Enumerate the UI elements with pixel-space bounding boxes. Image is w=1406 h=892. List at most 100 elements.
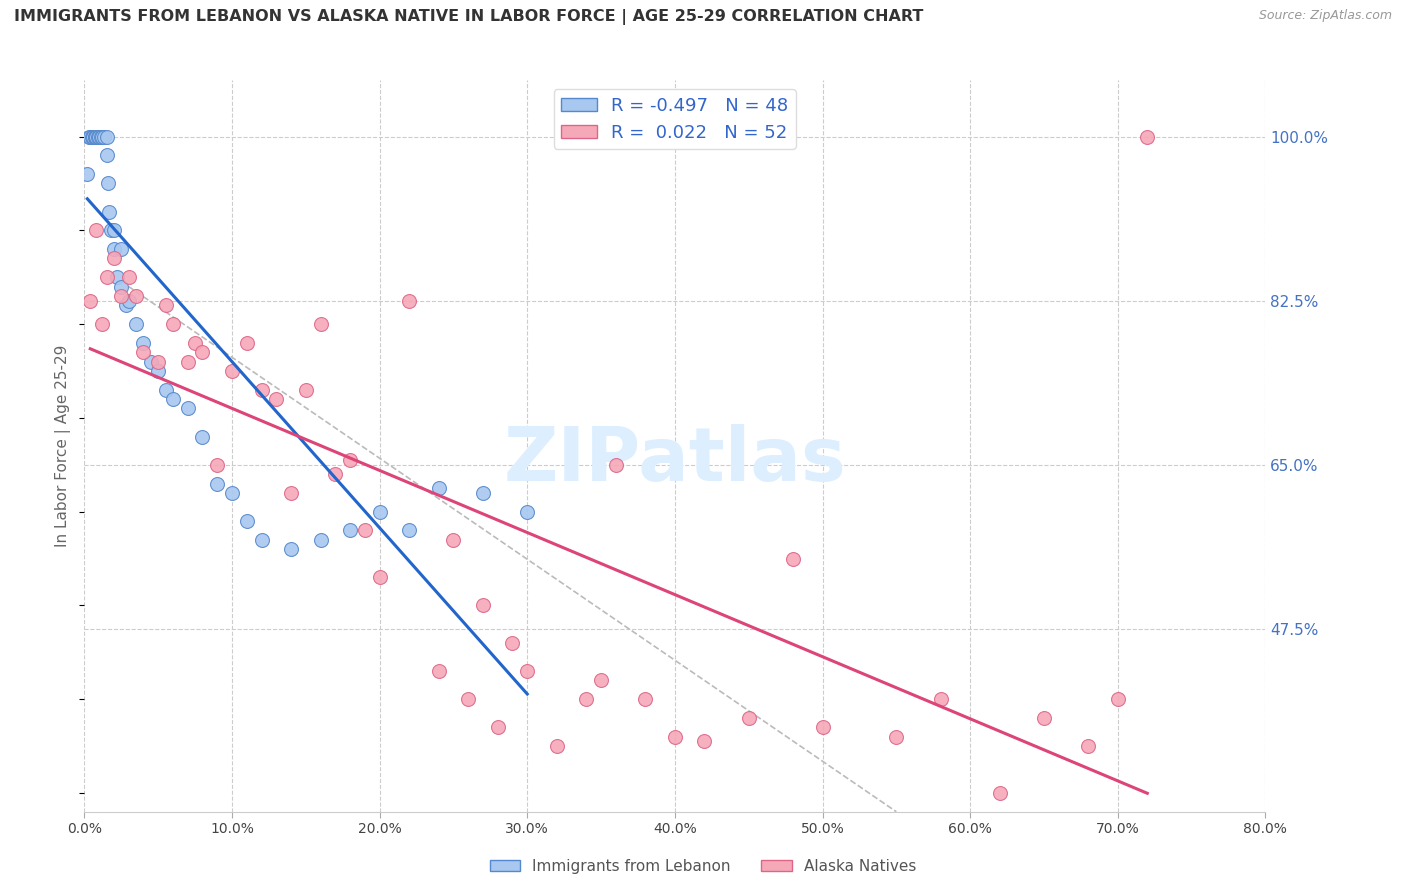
- Point: [782, 551, 804, 566]
- Point: [86, 129, 108, 144]
- Point: [516, 664, 538, 678]
- Point: [98, 204, 121, 219]
- Point: [502, 636, 524, 650]
- Point: [605, 458, 627, 472]
- Point: [309, 533, 332, 547]
- Point: [664, 730, 686, 744]
- Point: [83, 129, 105, 144]
- Point: [738, 711, 761, 725]
- Point: [177, 401, 200, 416]
- Point: [516, 505, 538, 519]
- Point: [368, 505, 391, 519]
- Point: [76, 167, 98, 181]
- Point: [472, 486, 495, 500]
- Point: [79, 293, 101, 308]
- Point: [84, 129, 107, 144]
- Point: [77, 129, 100, 144]
- Text: IMMIGRANTS FROM LEBANON VS ALASKA NATIVE IN LABOR FORCE | AGE 25-29 CORRELATION : IMMIGRANTS FROM LEBANON VS ALASKA NATIVE…: [14, 9, 924, 25]
- Point: [472, 599, 495, 613]
- Point: [79, 129, 101, 144]
- Point: [886, 730, 908, 744]
- Point: [96, 270, 118, 285]
- Point: [118, 270, 141, 285]
- Point: [354, 524, 377, 538]
- Legend: Immigrants from Lebanon, Alaska Natives: Immigrants from Lebanon, Alaska Natives: [484, 853, 922, 880]
- Point: [97, 177, 120, 191]
- Point: [132, 335, 155, 350]
- Point: [93, 129, 115, 144]
- Point: [91, 129, 114, 144]
- Point: [155, 298, 177, 312]
- Point: [91, 317, 114, 331]
- Y-axis label: In Labor Force | Age 25-29: In Labor Force | Age 25-29: [55, 345, 72, 547]
- Point: [339, 453, 361, 467]
- Point: [132, 345, 155, 359]
- Point: [811, 720, 834, 734]
- Point: [155, 383, 177, 397]
- Point: [184, 335, 207, 350]
- Legend: R = -0.497   N = 48, R =  0.022   N = 52: R = -0.497 N = 48, R = 0.022 N = 52: [554, 89, 796, 149]
- Point: [96, 129, 118, 144]
- Point: [236, 335, 259, 350]
- Point: [221, 486, 243, 500]
- Point: [427, 664, 450, 678]
- Point: [693, 734, 716, 748]
- Point: [110, 289, 132, 303]
- Point: [110, 279, 132, 293]
- Point: [90, 129, 112, 144]
- Point: [280, 486, 302, 500]
- Point: [339, 524, 361, 538]
- Point: [84, 129, 107, 144]
- Point: [84, 223, 107, 237]
- Point: [82, 129, 104, 144]
- Point: [1107, 692, 1129, 706]
- Point: [441, 533, 464, 547]
- Point: [82, 129, 104, 144]
- Point: [148, 354, 170, 368]
- Point: [546, 739, 568, 753]
- Point: [148, 364, 170, 378]
- Point: [110, 242, 132, 256]
- Point: [250, 383, 273, 397]
- Point: [118, 293, 141, 308]
- Point: [96, 148, 118, 162]
- Point: [398, 293, 420, 308]
- Point: [125, 317, 148, 331]
- Point: [486, 720, 509, 734]
- Point: [114, 298, 136, 312]
- Point: [457, 692, 479, 706]
- Point: [162, 317, 184, 331]
- Point: [323, 467, 347, 482]
- Point: [368, 570, 391, 584]
- Point: [236, 514, 259, 528]
- Point: [309, 317, 332, 331]
- Point: [398, 524, 420, 538]
- Point: [162, 392, 184, 406]
- Point: [250, 533, 273, 547]
- Point: [205, 476, 228, 491]
- Point: [575, 692, 598, 706]
- Point: [929, 692, 952, 706]
- Point: [988, 786, 1011, 800]
- Point: [591, 673, 613, 688]
- Text: ZIPatlas: ZIPatlas: [503, 424, 846, 497]
- Point: [634, 692, 657, 706]
- Text: Source: ZipAtlas.com: Source: ZipAtlas.com: [1258, 9, 1392, 22]
- Point: [221, 364, 243, 378]
- Point: [280, 542, 302, 557]
- Point: [80, 129, 103, 144]
- Point: [89, 129, 111, 144]
- Point: [83, 129, 105, 144]
- Point: [191, 429, 214, 443]
- Point: [191, 345, 214, 359]
- Point: [177, 354, 200, 368]
- Point: [89, 129, 111, 144]
- Point: [1077, 739, 1099, 753]
- Point: [105, 270, 128, 285]
- Point: [103, 242, 125, 256]
- Point: [100, 223, 122, 237]
- Point: [264, 392, 288, 406]
- Point: [1032, 711, 1054, 725]
- Point: [139, 354, 162, 368]
- Point: [1136, 129, 1159, 144]
